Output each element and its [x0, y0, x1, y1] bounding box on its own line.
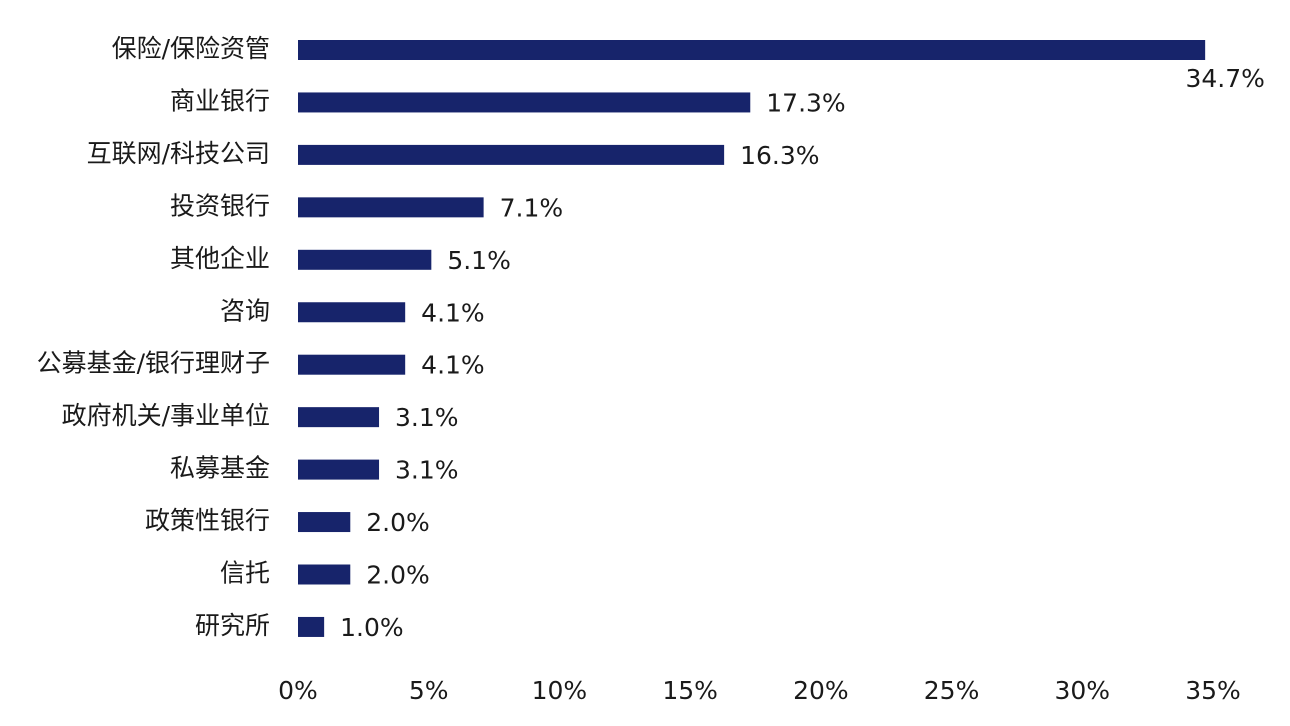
y-tick-label: 公募基金/银行理财子 [37, 349, 270, 378]
data-label: 2.0% [366, 508, 430, 537]
bar [298, 459, 380, 480]
y-tick-label: 其他企业 [170, 244, 270, 273]
data-label: 3.1% [395, 403, 459, 432]
data-label: 4.1% [421, 351, 485, 380]
y-tick-label: 政府机关/事业单位 [62, 401, 270, 430]
bar [298, 144, 725, 165]
y-tick-label: 政策性银行 [145, 506, 270, 535]
data-label: 17.3% [766, 88, 845, 117]
x-tick-label: 30% [1054, 676, 1110, 705]
x-tick-label: 10% [532, 676, 588, 705]
data-label: 4.1% [421, 298, 485, 327]
bar [298, 197, 484, 218]
data-label: 1.0% [340, 613, 404, 642]
x-tick-label: 35% [1185, 676, 1241, 705]
y-tick-label: 咨询 [220, 296, 270, 325]
data-label: 2.0% [366, 561, 430, 590]
data-label: 7.1% [500, 193, 564, 222]
bar [298, 92, 751, 113]
bar [298, 564, 351, 585]
x-tick-label: 0% [278, 676, 318, 705]
data-label: 34.7% [1185, 64, 1264, 93]
bar [298, 616, 325, 637]
bar [298, 302, 406, 323]
y-tick-label: 保险/保险资管 [112, 34, 270, 63]
x-tick-label: 15% [662, 676, 718, 705]
data-label: 5.1% [447, 246, 511, 275]
data-label: 3.1% [395, 456, 459, 485]
y-tick-label: 研究所 [195, 611, 270, 640]
bar [298, 407, 380, 428]
data-label: 16.3% [740, 141, 819, 170]
y-tick-label: 信托 [220, 559, 270, 588]
y-tick-label: 互联网/科技公司 [87, 139, 270, 168]
y-tick-label: 投资银行 [170, 191, 270, 220]
bar [298, 249, 432, 270]
bar [298, 354, 406, 375]
y-tick-label: 私募基金 [170, 454, 270, 483]
bar [298, 40, 1206, 60]
y-tick-label: 商业银行 [170, 86, 270, 115]
x-tick-label: 20% [793, 676, 849, 705]
x-tick-label: 25% [924, 676, 980, 705]
x-tick-label: 5% [409, 676, 449, 705]
bar [298, 512, 351, 533]
